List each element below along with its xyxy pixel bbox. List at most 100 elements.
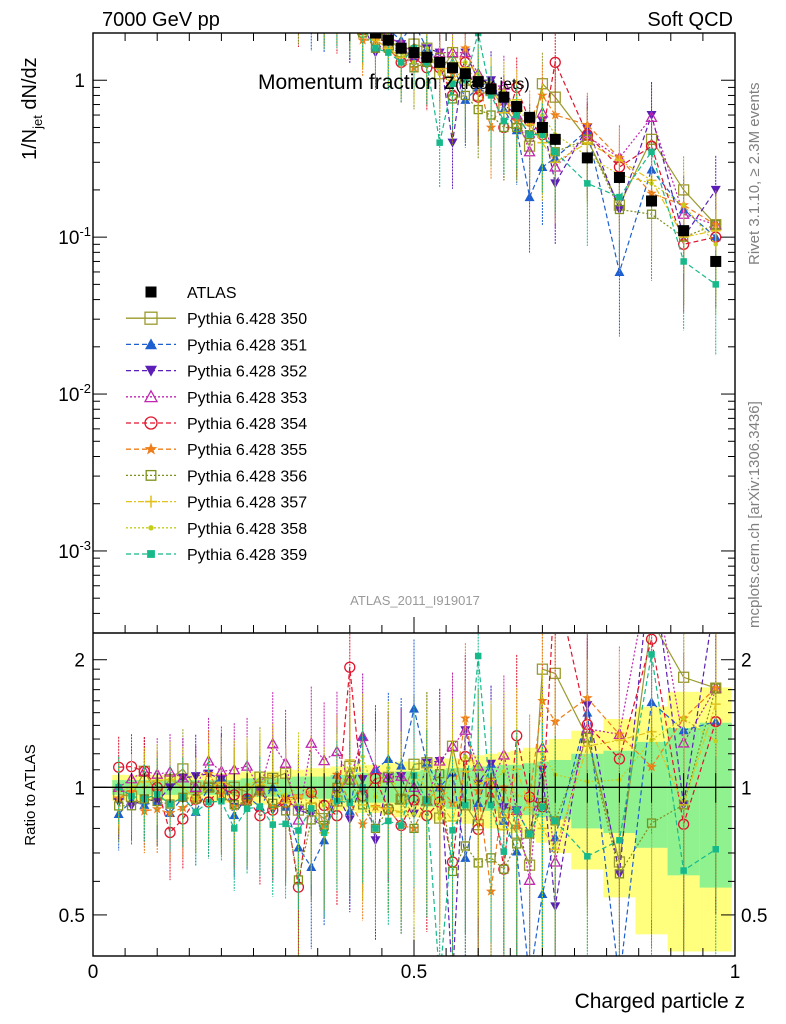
data-point <box>581 152 593 164</box>
data-point <box>536 121 548 133</box>
series-line <box>361 33 716 238</box>
data-point <box>306 0 316 2</box>
y-tick-exponent: -2 <box>79 381 91 396</box>
mcplots-label: mcplots.cern.ch [arXiv:1306.3436] <box>746 401 763 628</box>
data-point <box>648 148 655 156</box>
series-1 <box>323 5 722 296</box>
data-point <box>294 11 302 19</box>
data-point <box>680 258 687 265</box>
series-line <box>365 33 717 285</box>
data-point <box>345 3 355 13</box>
ratio-line <box>118 703 717 851</box>
ratio-point <box>166 800 174 808</box>
data-point <box>369 33 381 39</box>
data-point <box>293 0 303 7</box>
plot-title-subscript: (track jets) <box>455 76 530 93</box>
data-point <box>293 13 303 23</box>
ratio-point <box>648 651 655 658</box>
data-point <box>335 10 340 15</box>
series-line <box>377 33 716 246</box>
data-point <box>332 16 342 26</box>
data-point <box>421 51 433 63</box>
legend-label: Pythia 6.428 355 <box>187 442 307 459</box>
data-point <box>319 14 329 23</box>
data-point <box>713 242 718 247</box>
data-point <box>321 15 328 21</box>
legend-label: Pythia 6.428 350 <box>187 311 307 328</box>
data-point <box>358 19 368 28</box>
legend-label: Pythia 6.428 357 <box>187 495 307 512</box>
y-tick-label: 10-2 <box>58 381 91 406</box>
data-point <box>539 131 546 138</box>
data-point <box>540 112 545 118</box>
legend-marker <box>144 442 158 455</box>
data-point <box>307 0 315 7</box>
data-point <box>370 22 380 31</box>
data-point <box>346 11 354 19</box>
series-line <box>380 33 717 226</box>
data-point <box>347 20 354 27</box>
ratio-point <box>616 837 623 844</box>
data-point <box>524 111 536 123</box>
data-point <box>334 12 341 19</box>
data-point <box>370 22 380 31</box>
legend-marker <box>145 338 157 350</box>
data-point <box>549 133 561 145</box>
data-point <box>332 10 342 20</box>
data-point <box>332 10 342 20</box>
ratio-point <box>372 825 379 832</box>
legend-label: Pythia 6.428 352 <box>187 364 307 381</box>
legend-marker <box>143 389 159 403</box>
ratio-point <box>712 846 719 853</box>
ratio-point <box>462 801 469 809</box>
legend-marker <box>145 286 157 298</box>
x-tick-label: 1 <box>730 962 741 983</box>
data-point <box>710 255 722 267</box>
data-point <box>359 23 366 30</box>
data-point <box>348 13 353 18</box>
data-point <box>646 195 658 207</box>
ylabel-part-2: dN/dz <box>19 57 41 115</box>
data-point <box>449 80 456 87</box>
plot-title-main: Momentum fraction <box>258 71 444 94</box>
data-point <box>319 16 329 25</box>
data-point <box>332 0 342 1</box>
y-tick-base: 10 <box>58 228 79 249</box>
ratio-point <box>360 754 365 759</box>
data-point <box>613 171 625 183</box>
x-tick-label: 0 <box>88 962 99 983</box>
data-point <box>437 71 442 76</box>
data-point <box>382 34 394 46</box>
legend-label: Pythia 6.428 358 <box>187 521 307 538</box>
data-point <box>511 101 523 113</box>
legend-label: Pythia 6.428 354 <box>187 416 307 433</box>
data-point <box>333 6 341 14</box>
ratio-point <box>411 811 417 816</box>
data-point <box>526 131 533 138</box>
x-tick-label: 0.5 <box>401 962 427 983</box>
ratio-uncertainty-band <box>112 687 732 952</box>
data-point <box>447 138 458 148</box>
ratio-tick-label-right: 2 <box>741 651 752 672</box>
data-point <box>678 225 690 237</box>
data-point <box>360 13 365 18</box>
series-6 <box>323 33 721 296</box>
ratio-point <box>269 821 277 828</box>
series-4 <box>332 0 722 296</box>
ratio-point <box>192 808 199 816</box>
data-point <box>550 109 561 120</box>
data-point <box>397 59 405 66</box>
data-point <box>319 0 330 6</box>
y-tick-base: 10 <box>58 542 79 563</box>
data-point <box>306 16 316 25</box>
ratio-point <box>526 830 533 838</box>
data-point <box>616 193 623 201</box>
data-point <box>513 111 520 119</box>
data-point <box>358 3 368 12</box>
ratio-series-layer <box>93 634 735 956</box>
ratio-y-axis-label: Ratio to ATLAS <box>22 744 39 845</box>
data-point <box>345 5 355 15</box>
series-line <box>391 33 717 275</box>
y-tick-exponent: -1 <box>79 224 91 239</box>
